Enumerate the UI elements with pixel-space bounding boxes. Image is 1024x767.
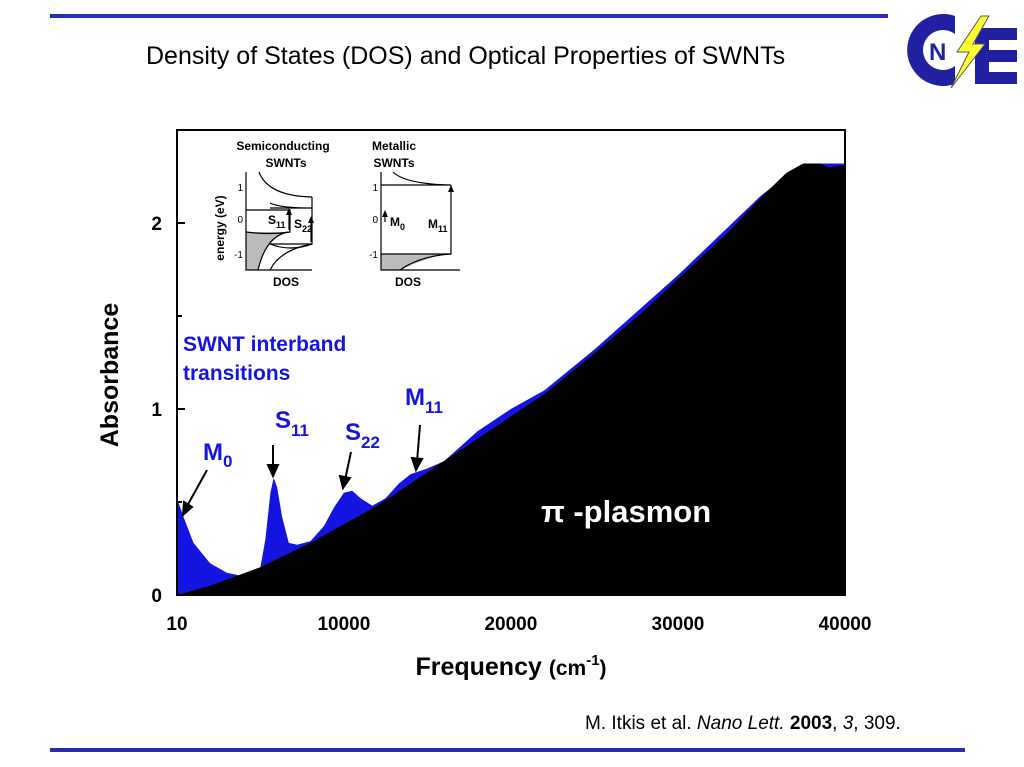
s22-label: S22 bbox=[345, 419, 380, 452]
x-tick-label: 40000 bbox=[819, 614, 872, 635]
y-tick-label: 0 bbox=[151, 586, 162, 607]
plasmon-label: π -plasmon bbox=[541, 494, 711, 529]
svg-text:1: 1 bbox=[237, 183, 243, 194]
svg-text:DOS: DOS bbox=[273, 275, 299, 289]
svg-text:M11: M11 bbox=[428, 217, 448, 234]
svg-text:M0: M0 bbox=[390, 215, 405, 232]
svg-text:energy (eV): energy (eV) bbox=[213, 195, 227, 260]
y-tick-label: 2 bbox=[151, 214, 162, 235]
svg-text:-1: -1 bbox=[234, 250, 243, 261]
svg-text:S22: S22 bbox=[294, 217, 312, 234]
cne-logo: N bbox=[907, 14, 1017, 89]
slide-title: Density of States (DOS) and Optical Prop… bbox=[146, 42, 786, 70]
annotation-arrows bbox=[181, 424, 424, 518]
series-area-1 bbox=[177, 163, 845, 595]
x-tick-label: 10000 bbox=[317, 614, 370, 635]
svg-text:N: N bbox=[929, 39, 946, 66]
x-axis-label: Frequency (cm-1) bbox=[415, 652, 606, 681]
svg-text:SWNTs: SWNTs bbox=[265, 156, 306, 170]
dos-inset: Semiconducting SWNTs Metallic SWNTs ener… bbox=[213, 139, 460, 289]
svg-text:0: 0 bbox=[237, 215, 243, 226]
svg-text:0: 0 bbox=[372, 215, 378, 226]
svg-text:1: 1 bbox=[372, 183, 378, 194]
peak-annotations: SWNT interband transitions M0 S11 S22 M1… bbox=[183, 333, 443, 471]
svg-text:DOS: DOS bbox=[395, 275, 421, 289]
m11-label: M11 bbox=[405, 384, 443, 417]
y-tick-label: 1 bbox=[151, 400, 162, 421]
svg-text:SWNT interband: SWNT interband bbox=[183, 333, 346, 356]
x-tick-label: 30000 bbox=[652, 614, 705, 635]
s11-label: S11 bbox=[275, 407, 309, 440]
m0-label: M0 bbox=[203, 439, 232, 471]
bottom-rule bbox=[50, 748, 965, 752]
x-tick-label: 10 bbox=[166, 614, 187, 635]
svg-text:S11: S11 bbox=[268, 213, 286, 230]
svg-text:transitions: transitions bbox=[183, 362, 290, 385]
svg-text:SWNTs: SWNTs bbox=[373, 156, 414, 170]
top-rule bbox=[50, 14, 888, 18]
svg-text:Metallic: Metallic bbox=[372, 139, 416, 153]
citation: M. Itkis et al. Nano Lett. 2003, 3, 309. bbox=[585, 713, 901, 734]
y-axis-label: Absorbance bbox=[96, 303, 124, 448]
svg-text:-1: -1 bbox=[369, 250, 378, 261]
svg-text:Semiconducting: Semiconducting bbox=[236, 139, 329, 153]
x-tick-label: 20000 bbox=[484, 614, 537, 635]
